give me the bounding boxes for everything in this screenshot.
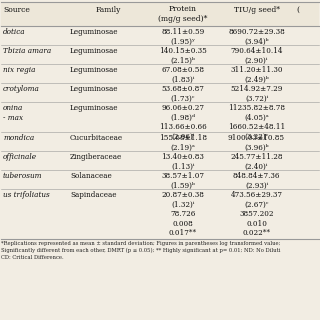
Text: nix regia: nix regia <box>3 66 36 74</box>
Text: 53.68±0.87
(1.73)ᶜ: 53.68±0.87 (1.73)ᶜ <box>162 85 204 102</box>
Text: 67.08±0.58
(1.83)ⁱ: 67.08±0.58 (1.83)ⁱ <box>162 66 204 84</box>
Text: officinale: officinale <box>3 153 37 161</box>
Text: Solanaceae: Solanaceae <box>70 172 112 180</box>
Text: (: ( <box>296 6 299 14</box>
Text: Leguminosae: Leguminosae <box>70 85 118 93</box>
Text: 311.20±11.30
(2.49)ᵇ: 311.20±11.30 (2.49)ᵇ <box>230 66 283 84</box>
Text: Tbizia amara: Tbizia amara <box>3 47 51 55</box>
Text: *Replications represented as mean ± standard deviation; Figures in parentheses l: *Replications represented as mean ± stan… <box>1 241 281 260</box>
Text: Source: Source <box>3 6 30 14</box>
Text: 8690.72±29.38
(3.94)ᵇ: 8690.72±29.38 (3.94)ᵇ <box>228 28 285 45</box>
Text: 38.57±1.07
(1.59)ᵇ: 38.57±1.07 (1.59)ᵇ <box>162 172 204 189</box>
Text: Leguminosae: Leguminosae <box>70 66 118 74</box>
Text: dotica: dotica <box>3 28 26 36</box>
Text: 9100.03±10.85
(3.96)ᵇ: 9100.03±10.85 (3.96)ᵇ <box>228 134 285 151</box>
Text: Leguminosae: Leguminosae <box>70 28 118 36</box>
Text: 20.87±0.38
(1.32)ⁱ
78.726
0.008
0.017**: 20.87±0.38 (1.32)ⁱ 78.726 0.008 0.017** <box>162 191 204 237</box>
Text: TIU/g seed*: TIU/g seed* <box>234 6 279 14</box>
Text: onina
- max: onina - max <box>3 104 23 122</box>
Text: 5214.92±7.29
(3.72)ⁱ: 5214.92±7.29 (3.72)ⁱ <box>230 85 283 102</box>
Text: crotyloma: crotyloma <box>3 85 40 93</box>
Text: Cucurbitaceae: Cucurbitaceae <box>70 134 123 142</box>
Text: 245.77±11.28
(2.40)ⁱ: 245.77±11.28 (2.40)ⁱ <box>230 153 283 171</box>
Text: us trifoliatus: us trifoliatus <box>3 191 50 199</box>
Text: 88.11±0.59
(1.95)ʸ: 88.11±0.59 (1.95)ʸ <box>161 28 204 45</box>
Text: mondica: mondica <box>3 134 34 142</box>
Text: tuberosum: tuberosum <box>3 172 43 180</box>
Bar <box>1 2 319 26</box>
Text: Protein
(mg/g seed)*: Protein (mg/g seed)* <box>158 5 208 23</box>
Text: Leguminosae: Leguminosae <box>70 47 118 55</box>
Text: 13.40±0.83
(1.13)ⁱ: 13.40±0.83 (1.13)ⁱ <box>162 153 204 171</box>
Text: 96.06±0.27
(1.98)ᵈ
113.66±0.66
(2.06)ⁱ: 96.06±0.27 (1.98)ᵈ 113.66±0.66 (2.06)ⁱ <box>159 104 207 140</box>
Text: 11235.82±8.78
(4.05)ᵃ
1660.52±48.11
(3.22)ᶜ: 11235.82±8.78 (4.05)ᵃ 1660.52±48.11 (3.2… <box>228 104 285 140</box>
Text: 848.84±7.36
(2.93)ⁱ: 848.84±7.36 (2.93)ⁱ <box>233 172 280 189</box>
Text: 473.56±29.37
(2.67)ᶜ
3857.202
0.010
0.022**: 473.56±29.37 (2.67)ᶜ 3857.202 0.010 0.02… <box>230 191 283 237</box>
Text: Sapindaceae: Sapindaceae <box>70 191 116 199</box>
Text: Zingiberaceae: Zingiberaceae <box>70 153 122 161</box>
Text: 790.64±10.14
(2.90)ⁱ: 790.64±10.14 (2.90)ⁱ <box>230 47 283 65</box>
Text: 140.15±0.35
(2.15)ᵇ: 140.15±0.35 (2.15)ᵇ <box>159 47 207 65</box>
Text: Family: Family <box>95 6 121 14</box>
Text: Leguminosae: Leguminosae <box>70 104 118 112</box>
Text: 155.68±1.18
(2.19)ᵃ: 155.68±1.18 (2.19)ᵃ <box>159 134 207 151</box>
